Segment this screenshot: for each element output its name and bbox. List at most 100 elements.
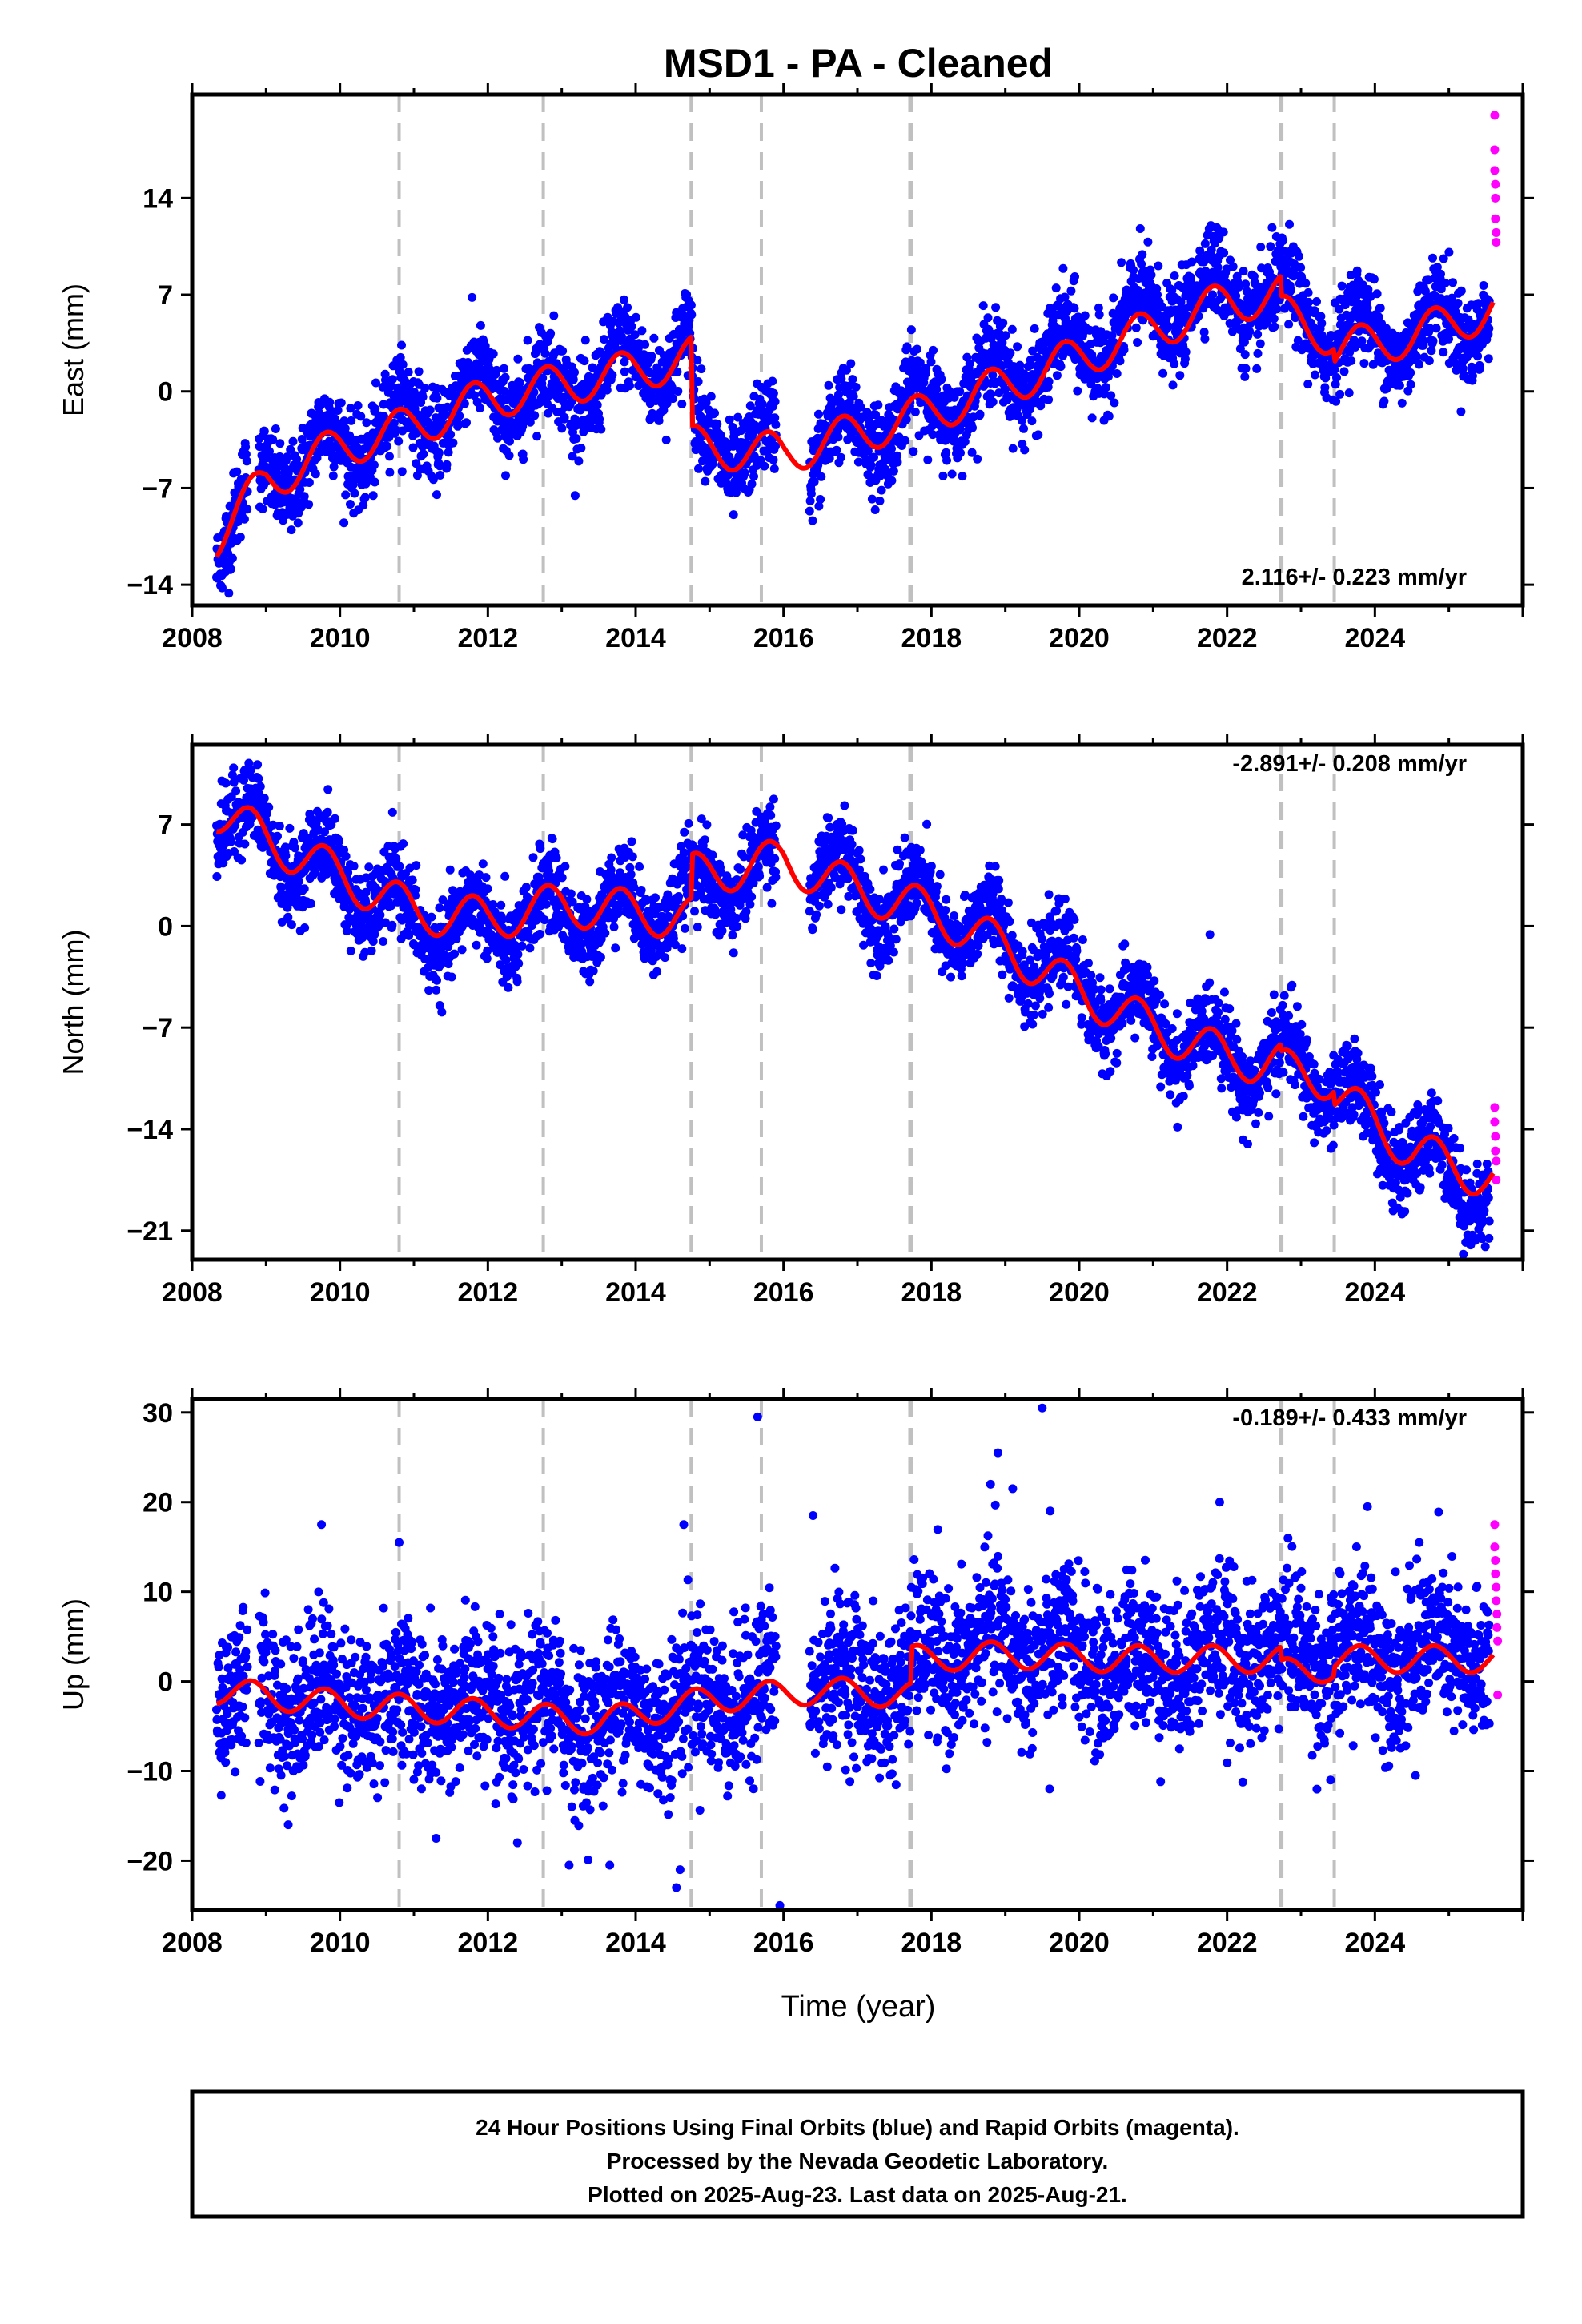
final-orbit-point <box>1110 398 1119 408</box>
final-orbit-point <box>770 397 780 406</box>
x-tick-label: 2014 <box>605 623 666 653</box>
final-orbit-point <box>580 356 589 366</box>
final-orbit-point <box>293 518 303 528</box>
final-orbit-point <box>1073 386 1082 396</box>
x-tick-label: 2012 <box>458 623 519 653</box>
final-orbit-point <box>926 357 936 367</box>
final-orbit-point <box>385 452 394 461</box>
final-orbit-point <box>1415 360 1423 369</box>
final-orbit-point <box>608 370 617 380</box>
final-orbit-point <box>1228 262 1238 271</box>
final-orbit-point <box>273 831 282 841</box>
final-orbit-point <box>275 822 284 831</box>
x-tick-label: 2008 <box>162 623 223 653</box>
final-orbit-point <box>391 425 401 435</box>
final-orbit-point <box>275 439 285 448</box>
data-points <box>212 111 1501 605</box>
final-orbit-point <box>1444 247 1454 257</box>
final-orbit-point <box>913 344 921 354</box>
final-orbit-point <box>271 424 280 433</box>
final-orbit-point <box>541 899 551 909</box>
final-orbit-point <box>1270 322 1279 332</box>
final-orbit-point <box>1019 424 1028 433</box>
final-orbit-point <box>1239 267 1248 276</box>
final-orbit-point <box>1119 345 1129 355</box>
final-orbit-point <box>387 920 397 930</box>
final-orbit-point <box>1115 356 1125 366</box>
final-orbit-point <box>397 340 406 350</box>
final-orbit-point <box>455 411 464 420</box>
final-orbit-point <box>1058 263 1068 273</box>
final-orbit-point <box>360 493 370 502</box>
final-orbit-point <box>504 983 513 992</box>
final-orbit-point <box>1131 323 1141 332</box>
final-orbit-point <box>1094 310 1104 320</box>
final-orbit-point <box>1241 364 1251 373</box>
rapid-orbit-point <box>1492 238 1501 247</box>
final-orbit-point <box>519 455 528 464</box>
final-orbit-point <box>560 412 569 422</box>
final-orbit-point <box>482 954 492 963</box>
final-orbit-point <box>673 367 682 376</box>
final-orbit-point <box>769 464 779 473</box>
final-orbit-point <box>806 489 816 498</box>
final-orbit-point <box>983 313 993 323</box>
final-orbit-point <box>488 349 498 359</box>
final-orbit-point <box>947 469 957 479</box>
final-orbit-point <box>428 475 438 485</box>
final-orbit-point <box>769 388 778 398</box>
final-orbit-point <box>1112 369 1122 378</box>
final-orbit-point <box>356 412 366 421</box>
x-tick-label: 2022 <box>1197 623 1258 653</box>
final-orbit-point <box>1109 293 1118 303</box>
final-orbit-point <box>229 763 239 773</box>
final-orbit-point <box>1158 368 1168 378</box>
final-orbit-point <box>1439 348 1448 357</box>
final-orbit-point <box>330 814 339 823</box>
final-orbit-point <box>808 516 817 525</box>
final-orbit-point <box>462 418 471 428</box>
final-orbit-point <box>1255 339 1265 348</box>
final-orbit-point <box>492 365 501 375</box>
final-orbit-point <box>264 802 274 812</box>
x-tick-label: 2010 <box>310 623 371 653</box>
final-orbit-point <box>259 794 269 803</box>
x-tick-label: 2024 <box>1345 623 1406 653</box>
plot-area <box>192 745 1523 1260</box>
final-orbit-point <box>1143 237 1153 247</box>
final-orbit-point <box>732 484 741 493</box>
final-orbit-point <box>1175 371 1185 380</box>
final-orbit-point <box>568 375 578 384</box>
final-orbit-point <box>693 377 703 386</box>
final-orbit-point <box>436 471 445 480</box>
final-orbit-point <box>259 427 269 436</box>
final-orbit-point <box>623 303 632 312</box>
final-orbit-point <box>1375 304 1385 312</box>
final-orbit-point <box>235 533 245 542</box>
final-orbit-point <box>525 943 535 953</box>
final-orbit-point <box>1335 389 1345 399</box>
final-orbit-point <box>409 388 419 396</box>
final-orbit-point <box>1240 372 1250 381</box>
final-orbit-point <box>1146 270 1156 279</box>
final-orbit-point <box>1284 320 1294 329</box>
final-orbit-point <box>955 387 965 396</box>
final-orbit-point <box>370 477 379 487</box>
final-orbit-point <box>1170 271 1179 280</box>
final-orbit-point <box>450 949 460 959</box>
final-orbit-point <box>552 853 561 862</box>
north-panel: 2008 2010 2012 2014 2016 2018 2020 2022 2024−21−… <box>57 734 1534 1308</box>
final-orbit-point <box>740 468 749 478</box>
final-orbit-point <box>414 367 424 376</box>
final-orbit-point <box>399 839 408 849</box>
final-orbit-point <box>444 448 453 457</box>
final-orbit-point <box>713 420 722 428</box>
final-orbit-point <box>480 341 490 351</box>
final-orbit-point <box>620 367 629 376</box>
final-orbit-point <box>1372 289 1382 299</box>
y-tick-label: −14 <box>126 570 173 601</box>
final-orbit-point <box>412 861 421 870</box>
final-orbit-point <box>362 418 371 428</box>
final-orbit-point <box>729 510 738 520</box>
